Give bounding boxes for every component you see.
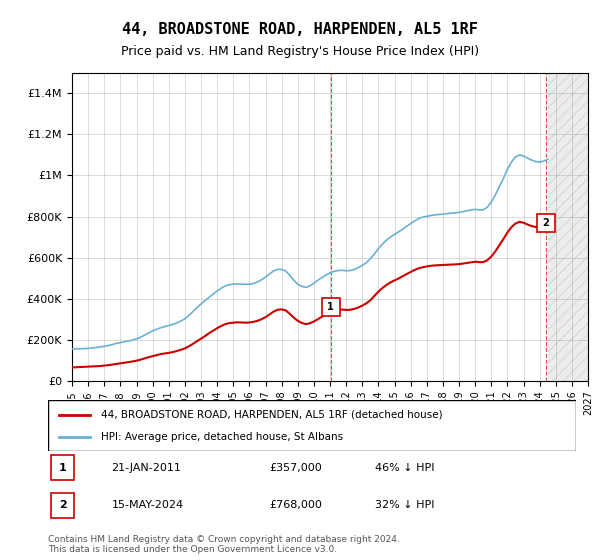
Text: 2: 2	[542, 218, 549, 228]
Text: Price paid vs. HM Land Registry's House Price Index (HPI): Price paid vs. HM Land Registry's House …	[121, 45, 479, 58]
Text: 46% ↓ HPI: 46% ↓ HPI	[376, 463, 435, 473]
FancyBboxPatch shape	[50, 493, 74, 518]
Text: 15-MAY-2024: 15-MAY-2024	[112, 500, 184, 510]
Text: 44, BROADSTONE ROAD, HARPENDEN, AL5 1RF: 44, BROADSTONE ROAD, HARPENDEN, AL5 1RF	[122, 22, 478, 38]
Text: £768,000: £768,000	[270, 500, 323, 510]
Text: 1: 1	[59, 463, 67, 473]
Text: Contains HM Land Registry data © Crown copyright and database right 2024.
This d: Contains HM Land Registry data © Crown c…	[48, 535, 400, 554]
Text: 32% ↓ HPI: 32% ↓ HPI	[376, 500, 435, 510]
FancyBboxPatch shape	[50, 455, 74, 480]
Text: 1: 1	[328, 302, 334, 312]
FancyBboxPatch shape	[48, 400, 576, 451]
Text: 21-JAN-2011: 21-JAN-2011	[112, 463, 181, 473]
Bar	[548, 73, 588, 381]
Text: 44, BROADSTONE ROAD, HARPENDEN, AL5 1RF (detached house): 44, BROADSTONE ROAD, HARPENDEN, AL5 1RF …	[101, 409, 442, 419]
Text: 2: 2	[59, 500, 67, 510]
Text: HPI: Average price, detached house, St Albans: HPI: Average price, detached house, St A…	[101, 432, 343, 442]
Text: £357,000: £357,000	[270, 463, 323, 473]
